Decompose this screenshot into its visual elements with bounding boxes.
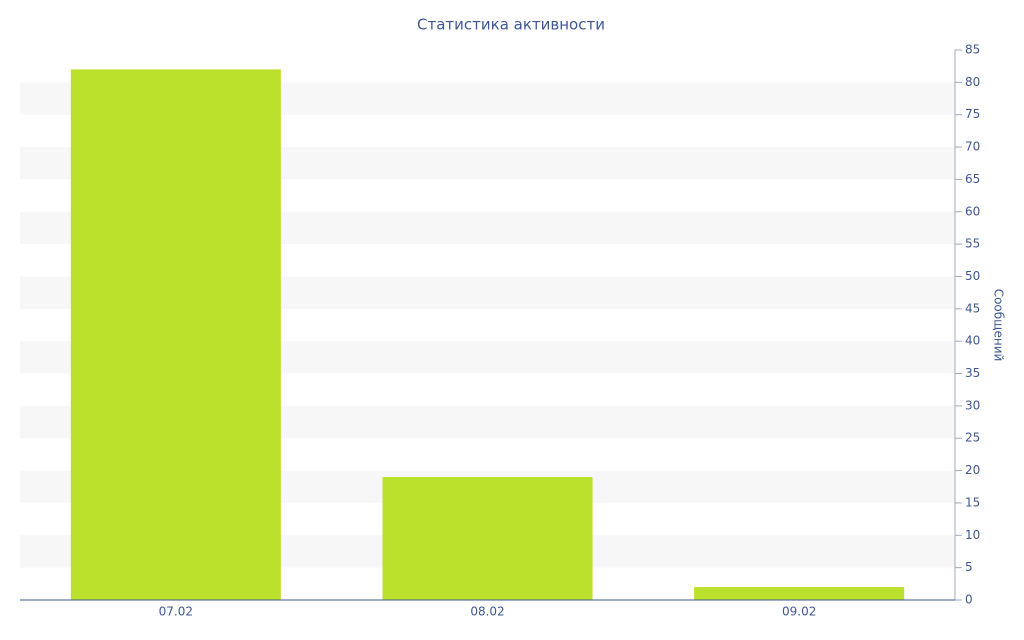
y-tick-label: 25 — [965, 431, 980, 445]
y-tick-label: 35 — [965, 366, 980, 380]
y-tick-label: 40 — [965, 334, 980, 348]
y-tick-label: 45 — [965, 301, 980, 315]
y-tick-label: 55 — [965, 237, 980, 251]
y-tick-label: 20 — [965, 463, 980, 477]
chart-title: Статистика активности — [417, 16, 605, 34]
y-tick-label: 65 — [965, 172, 980, 186]
y-axis-label: Сообщений — [992, 289, 1006, 362]
y-tick-label: 15 — [965, 495, 980, 509]
bar — [382, 477, 593, 600]
bar — [70, 69, 281, 601]
y-tick-label: 75 — [965, 107, 980, 121]
y-tick-label: 10 — [965, 528, 980, 542]
y-tick-label: 80 — [965, 75, 980, 89]
x-tick-label: 08.02 — [470, 605, 504, 619]
y-tick-label: 30 — [965, 398, 980, 412]
x-tick-label: 09.02 — [782, 605, 816, 619]
x-tick-label: 07.02 — [159, 605, 193, 619]
bar — [694, 587, 905, 600]
y-tick-label: 70 — [965, 140, 980, 154]
y-tick-label: 60 — [965, 204, 980, 218]
y-tick-label: 85 — [965, 43, 980, 57]
y-tick-label: 0 — [965, 593, 973, 607]
y-tick-label: 50 — [965, 269, 980, 283]
y-tick-label: 5 — [965, 560, 973, 574]
